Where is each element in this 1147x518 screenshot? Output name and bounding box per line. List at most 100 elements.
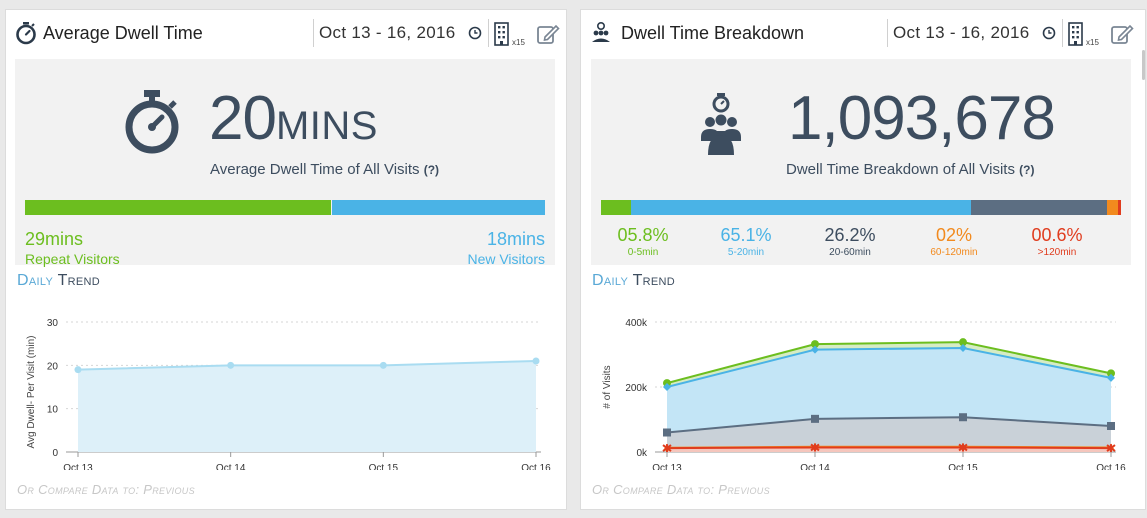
data-point	[959, 338, 967, 347]
breakdown-segment-5-20min	[631, 200, 971, 215]
breakdown-pct-0-5min: 05.8% 0-5min	[598, 225, 688, 258]
pct-label: 60-120min	[930, 247, 978, 258]
x-tick-label: Oct 15	[369, 463, 399, 470]
help-icon[interactable]: (?)	[1019, 163, 1035, 177]
data-point	[663, 428, 671, 437]
summary-panel: 20MINS Average Dwell Time of All Visits …	[15, 59, 555, 267]
help-icon[interactable]: (?)	[423, 163, 440, 177]
building-count: x15	[1086, 38, 1099, 47]
pct-value: 00.6%	[1031, 225, 1083, 245]
data-point	[1107, 373, 1115, 382]
data-point	[662, 444, 672, 453]
series-line-0-5min	[666, 341, 1112, 385]
building-icon[interactable]	[492, 21, 518, 47]
divider	[1062, 19, 1063, 47]
caption-text: Average Dwell Time of All Visits	[210, 161, 420, 178]
data-point	[959, 413, 967, 422]
stopwatch-icon	[125, 90, 179, 154]
daily-trend-chart: 0k 200k 400k # of Visits Oct 13 Oct 14 Oct 15 O…	[602, 318, 1126, 470]
new-visitors-label: New Visitors	[467, 251, 545, 267]
dwell-time-breakdown-card: Dwell Time Breakdown Oct 13 - 16, 2016 x…	[580, 9, 1146, 510]
average-dwell-value: 20MINS	[209, 83, 378, 154]
series-line	[77, 360, 537, 371]
pct-label: 0-5min	[627, 247, 659, 258]
building-icon[interactable]	[1066, 21, 1092, 47]
edit-icon[interactable]	[536, 22, 560, 46]
trend-title-first: Daily	[592, 272, 629, 289]
pct-label: 5-20min	[727, 247, 765, 258]
breakdown-pct-60-120min: 02% 60-120min	[909, 225, 999, 258]
scrollbar[interactable]	[1142, 50, 1145, 80]
summary-caption: Dwell Time Breakdown of All Visits (?)	[786, 161, 1034, 178]
repeat-visitors-bar	[25, 200, 331, 215]
caption-text: Dwell Time Breakdown of All Visits	[786, 161, 1015, 178]
x-tick-label: Oct 14	[800, 463, 830, 470]
y-tick-label: 400k	[625, 318, 648, 329]
trend-title-rest: Trend	[57, 272, 101, 289]
divider	[313, 19, 314, 47]
daily-trend-title: Daily Trend	[592, 272, 675, 290]
data-point	[810, 443, 820, 452]
series-line-20-60min	[666, 416, 1112, 434]
compare-link[interactable]: Or Compare Data to: Previous	[17, 482, 195, 497]
x-tick-label: Oct 14	[216, 463, 246, 470]
date-range[interactable]: Oct 13 - 16, 2016	[319, 23, 456, 42]
daily-trend-title: Daily Trend	[17, 272, 100, 290]
area-fill	[78, 361, 536, 452]
repeat-visitors-value: 29mins	[25, 229, 84, 249]
x-tick-label: Oct 15	[948, 463, 978, 470]
repeat-visitors-label: Repeat Visitors	[25, 251, 120, 267]
x-tick-label: Oct 16	[1096, 463, 1126, 470]
data-point	[74, 366, 82, 374]
daily-trend-chart: 0 10 20 30 Avg Dwell- Per Visit (min) Oct 13 O…	[26, 318, 551, 470]
new-visitors-value: 18mins	[486, 229, 545, 249]
breakdown-pct-20-60min: 26.2% 20-60min	[805, 225, 895, 258]
stopwatch-icon	[16, 22, 36, 45]
trend-title-first: Daily	[17, 272, 54, 289]
breakdown-segment-0-5min	[601, 200, 632, 215]
data-point	[811, 340, 819, 349]
card-header: Dwell Time Breakdown Oct 13 - 16, 2016 x…	[581, 10, 1145, 55]
series-line-5-20min	[666, 346, 1112, 388]
divider	[488, 19, 489, 47]
divider	[887, 19, 888, 47]
building-count: x15	[512, 38, 525, 47]
y-tick-label: 0	[52, 448, 58, 459]
pct-label: >120min	[1037, 247, 1077, 258]
card-title: Average Dwell Time	[43, 23, 203, 43]
y-tick-label: 0k	[636, 448, 648, 459]
breakdown-segment-20-60min	[970, 200, 1108, 215]
x-tick-label: Oct 13	[652, 463, 682, 470]
y-tick-label: 30	[47, 318, 59, 329]
y-axis-label: Avg Dwell- Per Visit (min)	[26, 336, 37, 449]
average-dwell-time-card: Average Dwell Time Oct 13 - 16, 2016 x15	[5, 9, 567, 510]
value-unit: MINS	[275, 104, 378, 148]
edit-icon[interactable]	[1110, 22, 1134, 46]
data-point	[227, 361, 235, 369]
breakdown-pct-5-20min: 65.1% 5-20min	[701, 225, 791, 258]
y-axis-label: # of Visits	[602, 365, 613, 408]
card-title: Dwell Time Breakdown	[621, 23, 805, 43]
total-visits-value: 1,093,678	[788, 84, 1056, 153]
pct-value: 05.8%	[617, 225, 669, 245]
clock-icon[interactable]	[468, 26, 482, 40]
data-point	[1106, 444, 1116, 453]
y-tick-label: 200k	[625, 383, 648, 394]
breakdown-pct->120min: 00.6% >120min	[1012, 225, 1102, 258]
breakdown-segment-60-120min	[1107, 200, 1118, 215]
date-range[interactable]: Oct 13 - 16, 2016	[893, 23, 1030, 42]
x-tick-label: Oct 16	[521, 463, 551, 470]
summary-panel: 1,093,678 Dwell Time Breakdown of All Vi…	[591, 59, 1131, 265]
new-visitors-bar	[331, 200, 545, 215]
pct-label: 20-60min	[829, 247, 871, 258]
breakdown-bar	[601, 200, 1121, 215]
clock-icon[interactable]	[1042, 26, 1056, 40]
data-point	[958, 443, 968, 452]
data-point	[811, 345, 819, 354]
data-point	[1107, 369, 1115, 378]
group-stopwatch-icon	[701, 93, 741, 155]
summary-caption: Average Dwell Time of All Visits (?)	[210, 161, 439, 178]
trend-title-rest: Trend	[632, 272, 676, 289]
card-header: Average Dwell Time Oct 13 - 16, 2016 x15	[6, 10, 566, 55]
compare-link[interactable]: Or Compare Data to: Previous	[592, 482, 770, 497]
